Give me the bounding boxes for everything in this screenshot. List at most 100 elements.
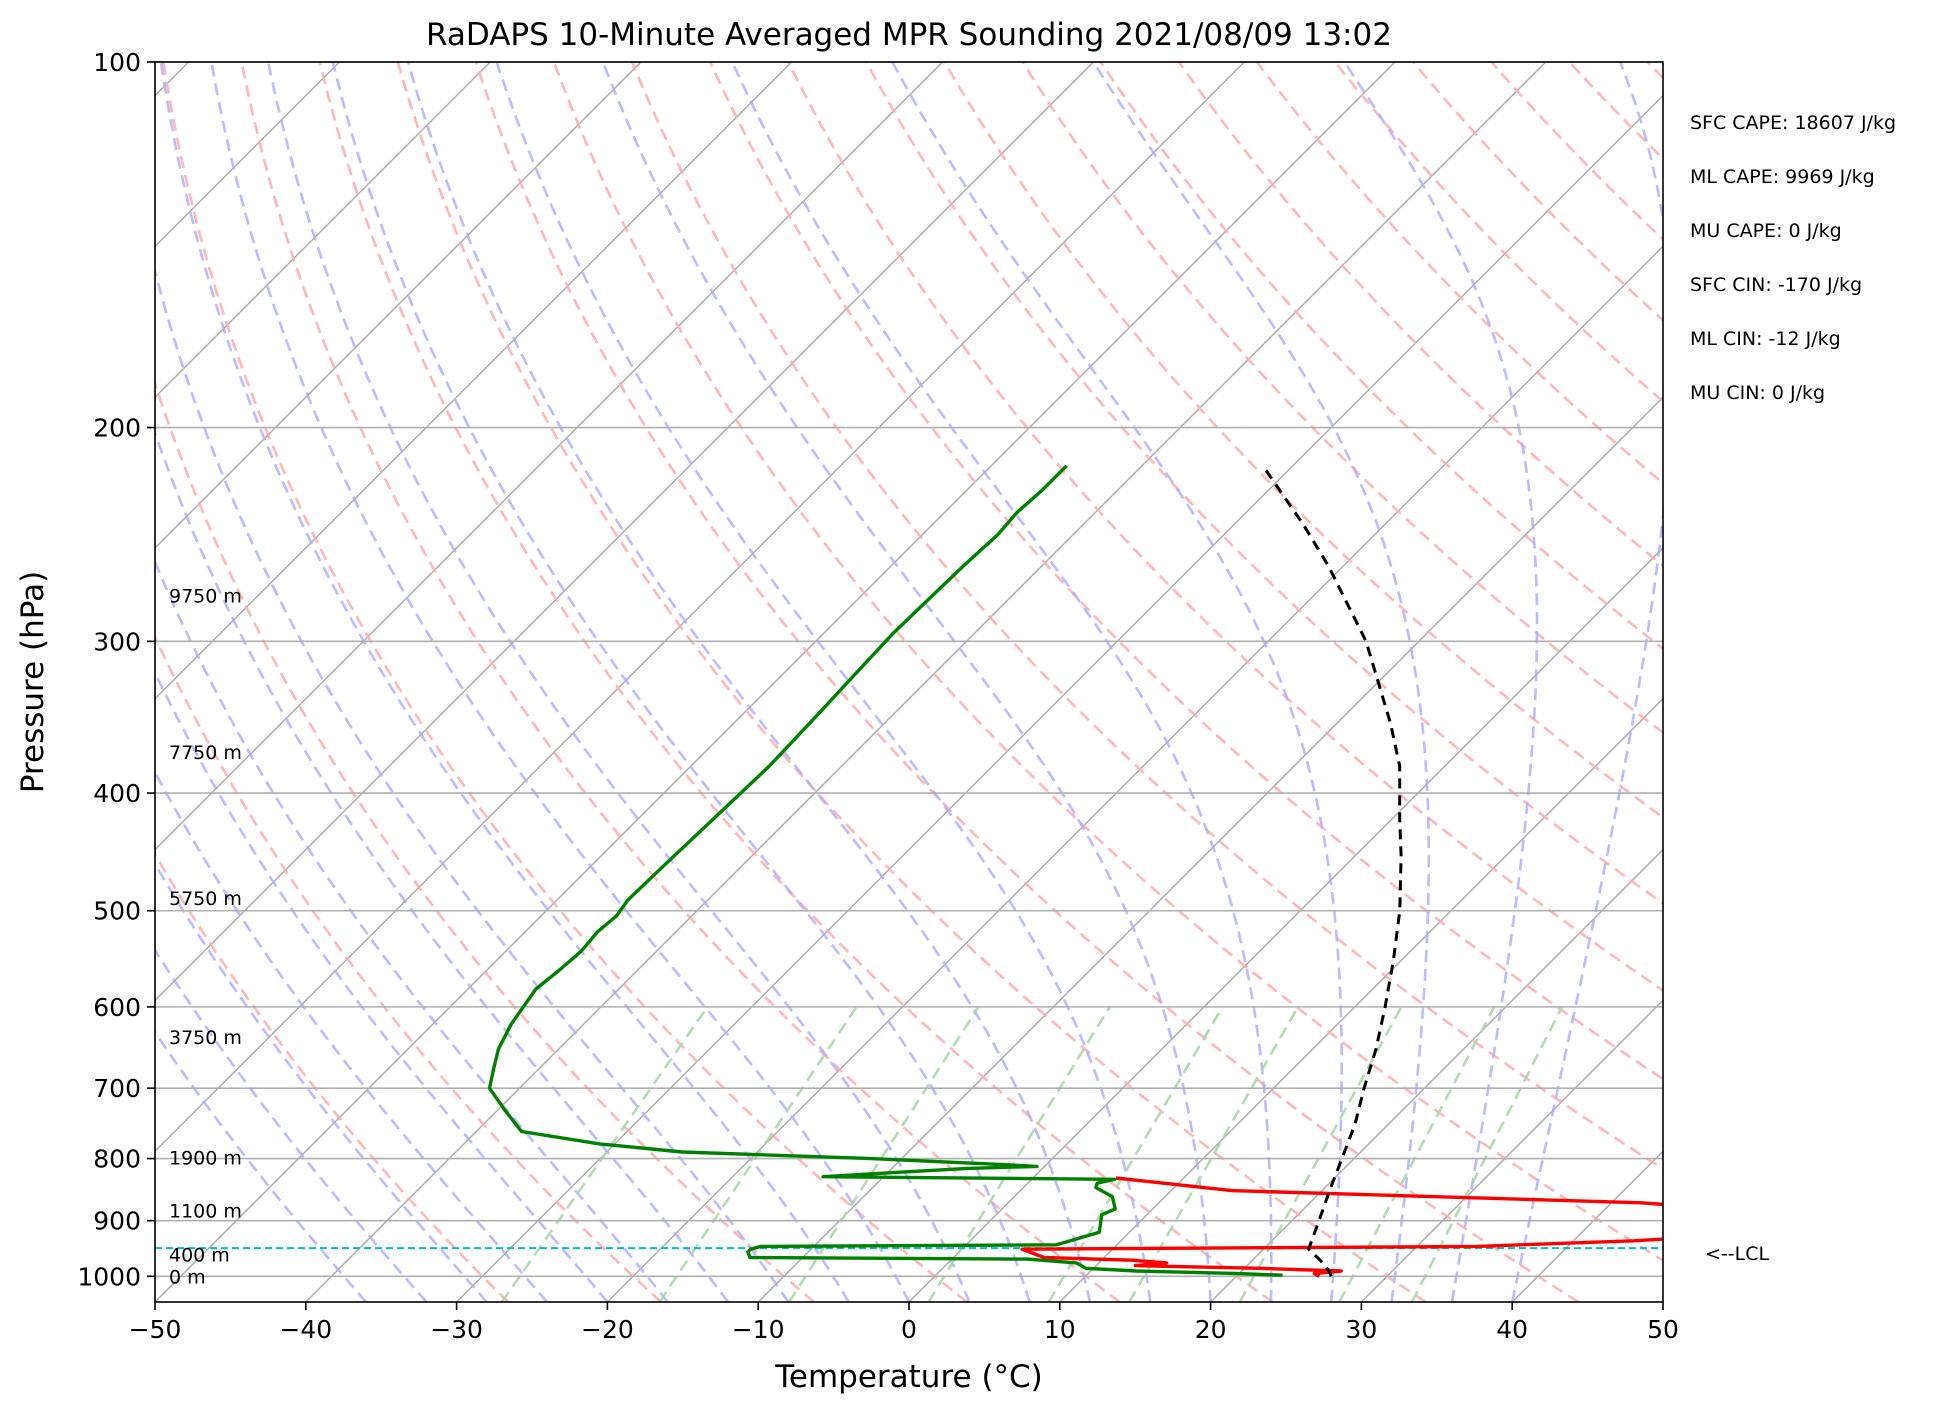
moist-adiabat-line [155,769,549,1302]
moist-adiabat-line [331,62,1031,1302]
x-axis-ticks: −50 −40 −30 −20 −10 0 10 20 30 40 50 [129,1302,1679,1344]
moist-adiabat-line [155,861,488,1302]
sounding-series-1 [487,464,1283,1277]
moist-adiabat-line [495,62,1152,1302]
height-label: 9750 m [169,585,242,607]
moist-adiabat-line [155,266,790,1302]
y-tick-label: 600 [93,993,141,1022]
dry-adiabat-line [155,634,662,1302]
isotherm-line [1210,848,1663,1302]
y-axis-ticks: 100 200 300 400 500 600 700 800 900 1000 [77,48,155,1291]
mixing-ratio-line [787,1006,980,1302]
x-tick-label: 20 [1195,1315,1227,1344]
x-tick-label: 50 [1647,1315,1679,1344]
moist-adiabat-line [1510,62,1663,1302]
stability-index: SFC CAPE: 18607 J/kg [1690,112,1896,134]
dry-adiabat-line [162,62,968,1302]
mixing-ratio-line [1047,1006,1224,1302]
isotherm-line [155,62,642,549]
y-axis-label: Pressure (hPa) [15,571,51,793]
height-labels: 9750 m 7750 m 5750 m 3750 m 1900 m 1100 m 400 … [169,585,242,1288]
isotherm-line [456,94,1663,1302]
stability-index: MU CAPE: 0 J/kg [1690,220,1842,242]
dry-adiabat-line [1334,62,1663,404]
y-tick-label: 800 [93,1145,141,1174]
moist-adiabat-line [731,62,1273,1302]
isotherm-line [908,547,1663,1302]
x-tick-label: −10 [732,1315,785,1344]
stability-index: ML CAPE: 9969 J/kg [1690,166,1875,188]
height-label: 1100 m [169,1201,242,1223]
isotherm-line [1360,999,1663,1302]
isotherm-line [155,62,793,700]
moist-adiabat-line [159,62,850,1302]
x-tick-label: 30 [1345,1315,1377,1344]
x-tick-label: −30 [430,1315,483,1344]
dry-adiabat-line [1255,62,1663,485]
height-label: 0 m [169,1266,206,1288]
dry-adiabat-line [1099,62,1663,651]
mixing-ratio-line [1338,1006,1496,1302]
isotherm-line [305,62,1547,1302]
isotherm-line [155,62,491,399]
y-tick-label: 1000 [77,1262,141,1291]
chart-title: RaDAPS 10-Minute Averaged MPR Sounding 2… [426,17,1392,53]
x-axis-label: Temperature (°C) [774,1359,1043,1395]
height-label: 400 m [169,1245,230,1267]
moist-adiabat-line [1343,62,1539,1302]
y-tick-label: 500 [93,897,141,926]
dry-adiabat-line [787,62,1663,992]
lcl-label: <--LCL [1705,1243,1769,1265]
isotherm-line [606,245,1663,1302]
sounding-series [487,464,1663,1278]
stability-index: MU CIN: 0 J/kg [1690,382,1825,404]
moist-adiabat-line [210,62,911,1302]
x-tick-label: −20 [581,1315,634,1344]
isotherm-line [155,62,1396,1302]
mixing-ratio-line [1410,1006,1564,1302]
dry-adiabat-line [943,62,1663,819]
x-tick-label: 40 [1496,1315,1528,1344]
moist-adiabat-line [266,62,971,1302]
y-tick-label: 400 [93,779,141,808]
height-label: 1900 m [169,1147,242,1169]
y-tick-label: 900 [93,1207,141,1236]
isotherm-line [155,62,1245,1153]
moist-adiabat-line [1092,62,1431,1302]
height-label: 5750 m [169,888,242,910]
moist-adiabat-line [406,62,1092,1302]
moist-adiabat-line [891,62,1343,1302]
background-lines [155,62,1663,1302]
sounding-series-0 [1020,1176,1663,1278]
isotherm-line [155,62,944,851]
x-tick-label: −40 [279,1315,332,1344]
dry-adiabat-line [396,62,1427,1302]
mixing-ratio-line [500,1006,709,1302]
dry-adiabat-line [1412,62,1663,322]
stability-index: ML CIN: -12 J/kg [1690,328,1841,350]
x-tick-label: 10 [1044,1315,1076,1344]
dry-adiabat-line [1177,62,1663,568]
isotherm-line [1059,697,1663,1302]
y-tick-label: 200 [93,414,141,443]
dry-adiabat-line [155,379,815,1302]
dry-adiabat-line [474,62,1580,1302]
mixing-ratio-line [927,1006,1111,1302]
x-tick-label: −50 [129,1315,182,1344]
moist-adiabat-line [601,62,1212,1302]
y-tick-label: 700 [93,1074,141,1103]
stability-indices: SFC CAPE: 18607 J/kg ML CAPE: 9969 J/kg MU… [1690,112,1896,404]
moist-adiabat-line [155,429,730,1302]
stability-index: SFC CIN: -170 J/kg [1690,274,1862,296]
dry-adiabat-line [240,62,1121,1302]
height-label: 7750 m [169,742,242,764]
dry-adiabat-line [1021,62,1663,735]
dry-adiabat-line [630,62,1663,1171]
height-label: 3750 m [169,1027,242,1049]
isotherm-line [155,62,1094,1002]
x-tick-label: 0 [901,1315,917,1344]
y-tick-label: 300 [93,627,141,656]
sounding-series-2 [1261,464,1403,1277]
